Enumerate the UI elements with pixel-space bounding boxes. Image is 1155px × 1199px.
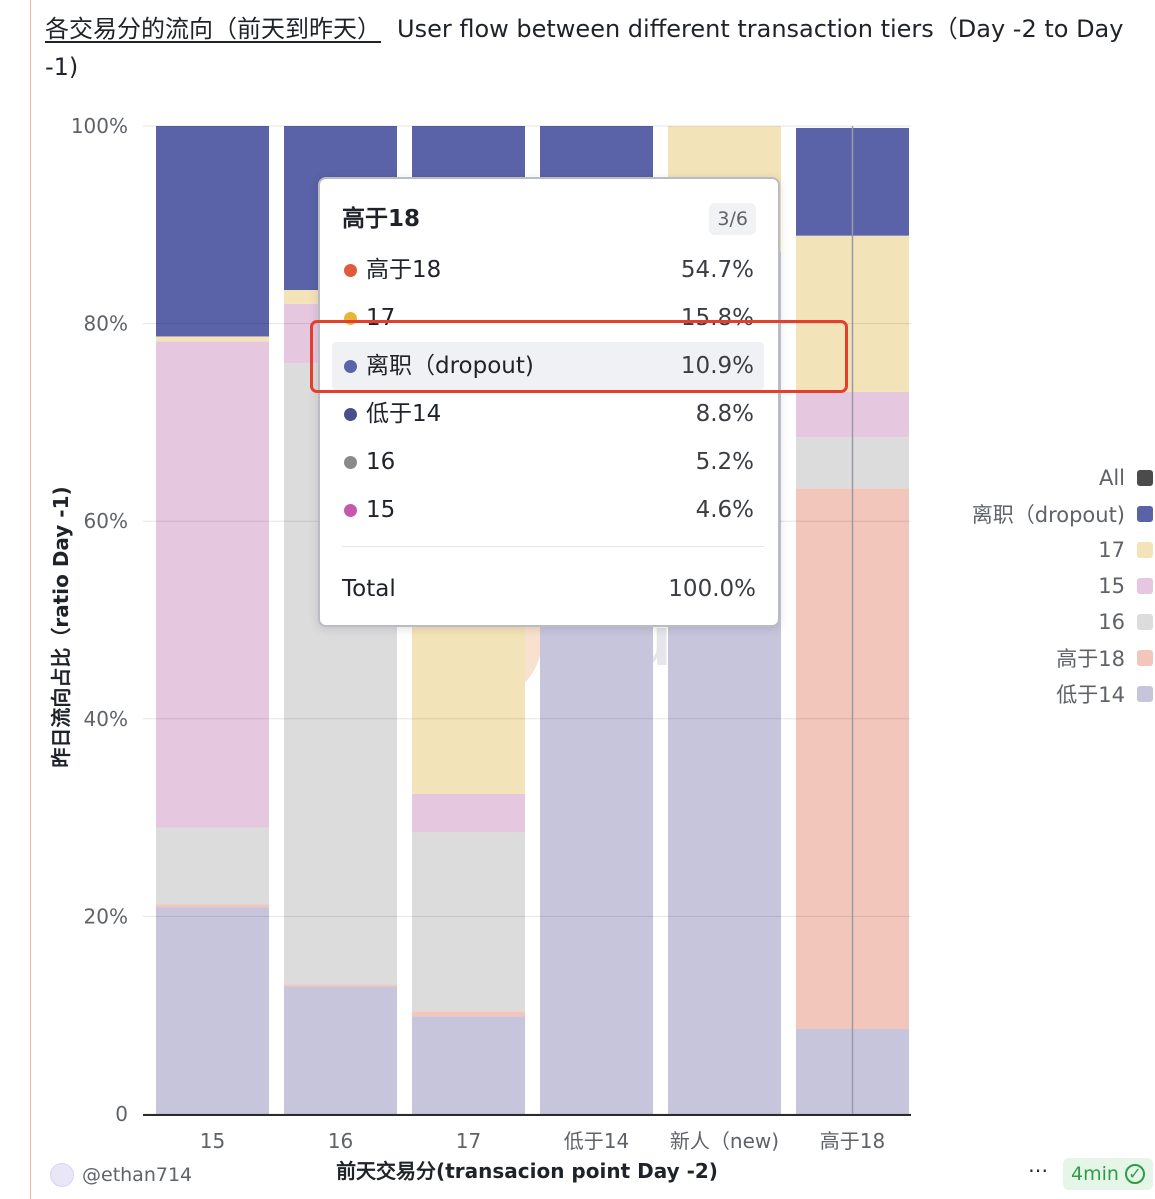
bar-segment: [412, 832, 525, 1012]
bar-segment: [412, 1016, 525, 1114]
tooltip-row: 离职（dropout) 10.9%: [332, 342, 764, 390]
author-username[interactable]: @ethan714: [82, 1164, 193, 1186]
dropout-highlight-box: [310, 320, 848, 393]
legend-swatch: [1137, 614, 1153, 630]
x-tick-label: 低于14: [564, 1129, 629, 1153]
tooltip-row-label: 16: [366, 449, 396, 475]
legend-item[interactable]: All: [925, 460, 1155, 496]
series-dot-icon: [344, 408, 357, 421]
tooltip-row-value: 54.7%: [680, 257, 754, 283]
series-dot-icon: [344, 504, 357, 517]
legend-label: 低于14: [1056, 683, 1125, 707]
bar-segment: [412, 1011, 525, 1017]
bar-segment: [156, 341, 269, 828]
chart-header: 各交易分的流向（前天到昨天） User flow between differen…: [45, 10, 1145, 86]
y-tick-label: 60%: [84, 509, 128, 533]
bar-segment: [284, 986, 397, 1114]
tooltip-row-value: 4.6%: [695, 497, 754, 523]
series-dot-icon: [344, 264, 357, 277]
bar-segment: [284, 984, 397, 987]
legend-swatch: [1137, 686, 1153, 702]
legend-item[interactable]: 17: [925, 532, 1155, 568]
legend-label: 16: [1098, 610, 1125, 634]
tooltip-row-value: 5.2%: [695, 449, 754, 475]
legend-swatch: [1137, 650, 1153, 666]
refresh-time-badge[interactable]: 4min ✓: [1063, 1158, 1153, 1190]
bar-segment: [412, 793, 525, 833]
legend-swatch: [1137, 542, 1153, 558]
y-axis-label: 昨日流向占比（ratio Day -1): [49, 486, 73, 767]
tooltip-row: 15 4.6%: [332, 486, 764, 534]
x-tick-label: 高于18: [820, 1129, 885, 1153]
bar-segment: [156, 336, 269, 342]
x-tick-label: 新人（new): [670, 1129, 779, 1153]
tooltip-row-label: 低于14: [366, 401, 442, 427]
avatar: [50, 1163, 74, 1187]
tooltip-row: 16 5.2%: [332, 438, 764, 486]
bar-segment: [156, 907, 269, 1114]
tooltip-row-value: 15.8%: [680, 305, 754, 331]
tooltip-row-label: 15: [366, 497, 396, 523]
chart-title-en: User flow between different transaction …: [45, 15, 1124, 81]
bar-segment: [156, 827, 269, 905]
tooltip-header: 高于18 3/6: [342, 201, 756, 237]
tooltip-row: 高于18 54.7%: [332, 246, 764, 294]
series-dot-icon: [344, 456, 357, 469]
tooltip-total-label: Total: [342, 576, 396, 602]
tooltip-title: 高于18: [342, 206, 421, 232]
panel-left-border: [30, 0, 31, 1199]
legend-swatch: [1137, 578, 1153, 594]
legend-item[interactable]: 高于18: [925, 640, 1155, 676]
y-tick-label: 20%: [84, 904, 128, 928]
tooltip-divider: [342, 546, 764, 547]
legend-item[interactable]: 16: [925, 604, 1155, 640]
tooltip-row-value: 8.8%: [695, 401, 754, 427]
legend-label: 17: [1098, 538, 1125, 562]
chart-legend: All 离职（dropout) 17 15 16 高于18 低于14: [925, 460, 1155, 712]
legend-label: 15: [1098, 574, 1125, 598]
x-axis-label: 前天交易分(transacion point Day -2): [336, 1159, 718, 1183]
refresh-time-label: 4min: [1071, 1163, 1119, 1185]
tooltip-total-value: 100.0%: [668, 576, 756, 602]
chart-title-zh[interactable]: 各交易分的流向（前天到昨天）: [45, 15, 381, 43]
y-tick-label: 40%: [84, 707, 128, 731]
tooltip-rows: 高于18 54.7% 17 15.8% 离职（dropout) 10.9% 低于14 8.8%…: [332, 246, 764, 534]
bar-segment: [156, 126, 269, 337]
legend-swatch: [1137, 506, 1153, 522]
check-icon: ✓: [1124, 1164, 1145, 1184]
y-tick-label: 80%: [84, 312, 128, 336]
tooltip-row-label: 高于18: [366, 257, 442, 283]
legend-swatch: [1137, 470, 1153, 486]
tooltip-page-indicator: 3/6: [709, 203, 756, 235]
chart-tooltip: 高于18 3/6 高于18 54.7% 17 15.8% 离职（dropout) 10.9…: [318, 177, 780, 627]
x-tick-label: 17: [456, 1129, 481, 1153]
legend-label: 离职（dropout): [971, 503, 1125, 527]
legend-label: 高于18: [1056, 647, 1125, 671]
legend-item[interactable]: 低于14: [925, 676, 1155, 712]
legend-label: All: [1098, 466, 1125, 490]
series-dot-icon: [344, 360, 357, 373]
legend-item[interactable]: 离职（dropout): [925, 496, 1155, 532]
legend-item[interactable]: 15: [925, 568, 1155, 604]
y-tick-label: 0: [115, 1102, 128, 1126]
tooltip-row-label: 17: [366, 305, 396, 331]
author-info[interactable]: @ethan714: [50, 1160, 192, 1190]
bar-segment: [156, 904, 269, 908]
tooltip-row: 低于14 8.8%: [332, 390, 764, 438]
y-tick-label: 100%: [71, 114, 128, 138]
x-tick-label: 16: [328, 1129, 353, 1153]
tooltip-row-label: 离职（dropout): [366, 353, 534, 379]
x-tick-label: 15: [200, 1129, 225, 1153]
tooltip-row-value: 10.9%: [680, 353, 754, 379]
tooltip-total-row: Total 100.0%: [342, 565, 756, 613]
more-options-icon[interactable]: ⋯: [1028, 1158, 1048, 1182]
